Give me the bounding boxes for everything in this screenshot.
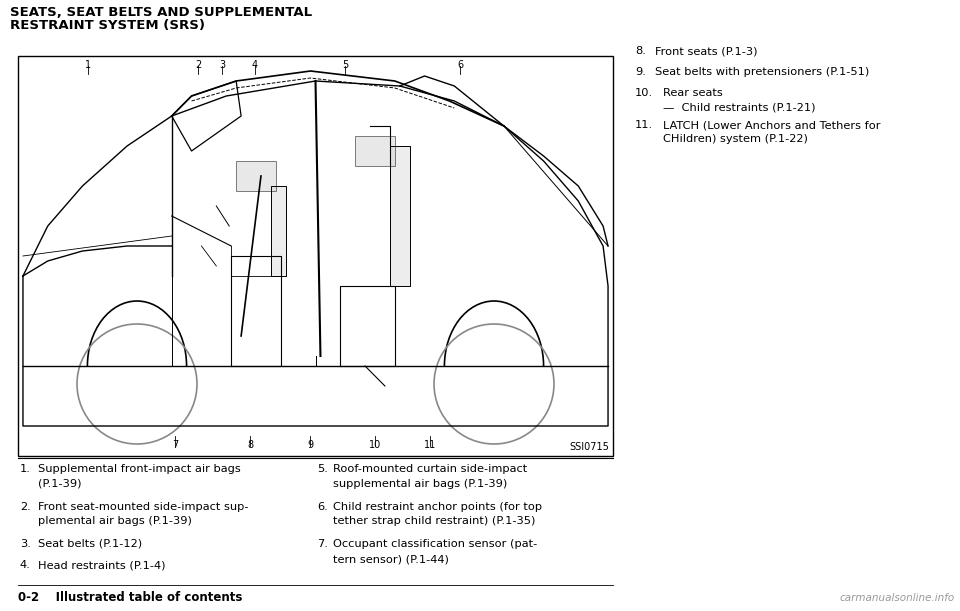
Text: Supplemental front-impact air bags: Supplemental front-impact air bags [38, 464, 241, 474]
Text: 8: 8 [247, 440, 253, 450]
Text: 9: 9 [307, 440, 313, 450]
Text: 7.: 7. [317, 539, 328, 549]
Bar [355, 136, 395, 166]
Bar [18, 56, 613, 456]
Text: 9.: 9. [635, 67, 646, 77]
Text: plemental air bags (P.1-39): plemental air bags (P.1-39) [38, 516, 192, 527]
Text: RESTRAINT SYSTEM (SRS): RESTRAINT SYSTEM (SRS) [10, 19, 205, 32]
Text: —  Child restraints (P.1-21): — Child restraints (P.1-21) [663, 102, 815, 112]
Text: LATCH (Lower Anchors and Tethers for: LATCH (Lower Anchors and Tethers for [663, 120, 880, 130]
Text: Head restraints (P.1-4): Head restraints (P.1-4) [38, 560, 165, 570]
Text: 11: 11 [424, 440, 436, 450]
Text: supplemental air bags (P.1-39): supplemental air bags (P.1-39) [333, 479, 507, 489]
Text: 11.: 11. [635, 120, 653, 130]
Text: 2.: 2. [20, 502, 31, 511]
Polygon shape [390, 146, 410, 286]
Text: 5: 5 [342, 60, 348, 70]
Text: 10: 10 [369, 440, 381, 450]
Text: CHildren) system (P.1-22): CHildren) system (P.1-22) [663, 134, 808, 144]
Text: Rear seats: Rear seats [663, 88, 723, 98]
Text: 6: 6 [457, 60, 463, 70]
Text: Front seats (P.1-3): Front seats (P.1-3) [655, 46, 757, 56]
Text: 0-2    Illustrated table of contents: 0-2 Illustrated table of contents [18, 591, 242, 604]
Text: 6.: 6. [317, 502, 327, 511]
Text: Front seat-mounted side-impact sup-: Front seat-mounted side-impact sup- [38, 502, 249, 511]
Text: 8.: 8. [635, 46, 646, 56]
Text: tern sensor) (P.1-44): tern sensor) (P.1-44) [333, 554, 449, 564]
Text: Seat belts with pretensioners (P.1-51): Seat belts with pretensioners (P.1-51) [655, 67, 869, 77]
Text: Occupant classification sensor (pat-: Occupant classification sensor (pat- [333, 539, 538, 549]
Bar [236, 161, 276, 191]
Text: 5.: 5. [317, 464, 328, 474]
Text: 3: 3 [219, 60, 225, 70]
Text: 3.: 3. [20, 539, 31, 549]
Text: SEATS, SEAT BELTS AND SUPPLEMENTAL: SEATS, SEAT BELTS AND SUPPLEMENTAL [10, 6, 312, 19]
Text: 4.: 4. [20, 560, 31, 570]
Text: Roof-mounted curtain side-impact: Roof-mounted curtain side-impact [333, 464, 527, 474]
Text: tether strap child restraint) (P.1-35): tether strap child restraint) (P.1-35) [333, 516, 536, 527]
Text: SSI0715: SSI0715 [569, 442, 609, 452]
Text: 1: 1 [84, 60, 91, 70]
Text: Seat belts (P.1-12): Seat belts (P.1-12) [38, 539, 142, 549]
Polygon shape [271, 186, 286, 276]
Text: (P.1-39): (P.1-39) [38, 479, 82, 489]
Text: 2: 2 [195, 60, 202, 70]
Text: Child restraint anchor points (for top: Child restraint anchor points (for top [333, 502, 542, 511]
Text: 7: 7 [172, 440, 179, 450]
Text: 10.: 10. [635, 88, 653, 98]
Text: carmanualsonline.info: carmanualsonline.info [840, 593, 955, 603]
Text: 4: 4 [252, 60, 258, 70]
Text: 1.: 1. [20, 464, 31, 474]
